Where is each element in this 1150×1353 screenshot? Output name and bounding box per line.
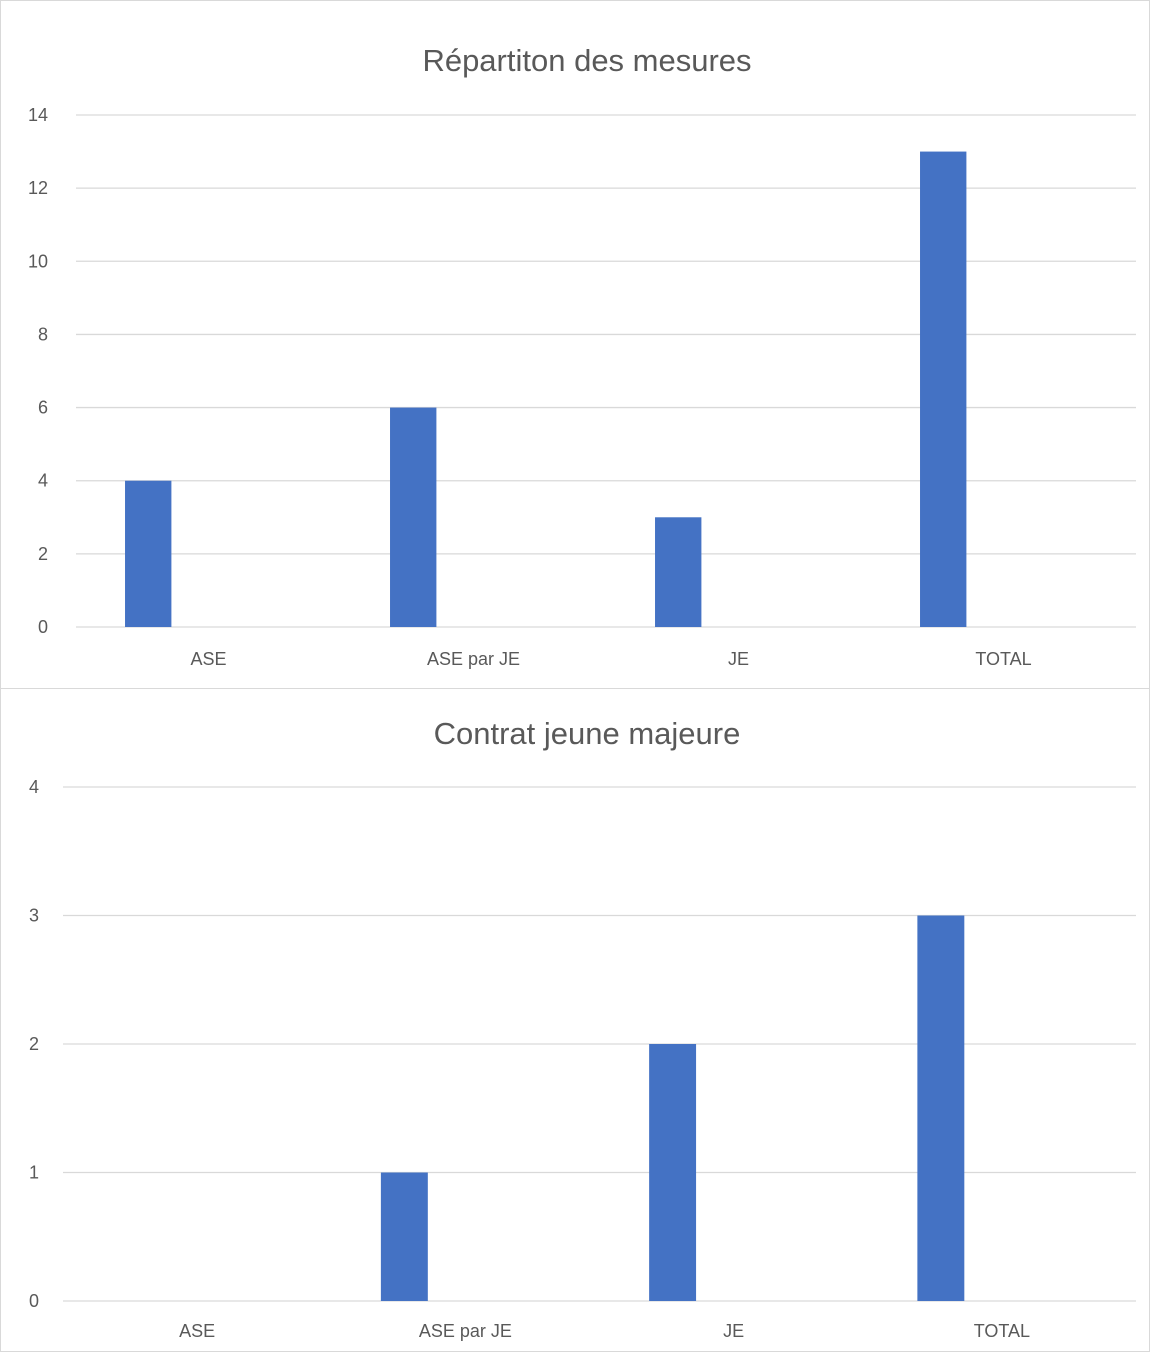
y-tick-label: 4 <box>29 777 39 797</box>
y-axis-ticks: 0 1 2 3 4 <box>29 777 39 1311</box>
y-tick-label: 14 <box>28 105 48 125</box>
y-tick-label: 0 <box>38 617 48 637</box>
y-tick-label: 12 <box>28 178 48 198</box>
x-tick-label: ASE par JE <box>427 649 520 669</box>
bar-ase-par-je <box>380 1172 428 1301</box>
y-tick-label: 1 <box>29 1163 39 1183</box>
chart-repartition-des-mesures: Répartiton des mesures 0 2 4 6 8 10 12 14 ASE AS… <box>0 0 1150 690</box>
x-tick-label: ASE <box>179 1321 215 1341</box>
x-tick-label: JE <box>728 649 749 669</box>
y-tick-label: 3 <box>29 906 39 926</box>
y-tick-label: 2 <box>29 1034 39 1054</box>
y-tick-label: 8 <box>38 324 48 344</box>
bar-je <box>649 1044 697 1301</box>
x-tick-label: ASE <box>190 649 226 669</box>
gridlines <box>76 114 1136 628</box>
bar-total <box>917 915 965 1301</box>
x-axis-ticks: ASE ASE par JE JE TOTAL <box>179 1321 1030 1341</box>
chart-svg-contrat: Contrat jeune majeure 0 1 2 3 4 ASE ASE par J… <box>29 716 1136 1341</box>
x-axis-ticks: ASE ASE par JE JE TOTAL <box>190 649 1031 669</box>
chart-title: Répartiton des mesures <box>422 43 751 78</box>
bar-ase <box>125 480 172 627</box>
y-tick-label: 10 <box>28 251 48 271</box>
chart-contrat-jeune-majeure: Contrat jeune majeure 0 1 2 3 4 ASE ASE par J… <box>0 688 1150 1352</box>
x-tick-label: TOTAL <box>974 1321 1030 1341</box>
y-tick-label: 2 <box>38 544 48 564</box>
bars <box>125 151 967 628</box>
x-tick-label: TOTAL <box>975 649 1031 669</box>
chart-title: Contrat jeune majeure <box>434 716 741 751</box>
bar-ase-par-je <box>390 407 437 627</box>
y-tick-label: 0 <box>29 1291 39 1311</box>
y-axis-ticks: 0 2 4 6 8 10 12 14 <box>28 105 48 637</box>
bars <box>380 915 965 1301</box>
x-tick-label: JE <box>723 1321 744 1341</box>
bar-je <box>655 517 702 627</box>
y-tick-label: 4 <box>38 471 48 491</box>
bar-total <box>920 151 967 628</box>
gridlines <box>63 786 1136 1302</box>
y-tick-label: 6 <box>38 398 48 418</box>
x-tick-label: ASE par JE <box>419 1321 512 1341</box>
